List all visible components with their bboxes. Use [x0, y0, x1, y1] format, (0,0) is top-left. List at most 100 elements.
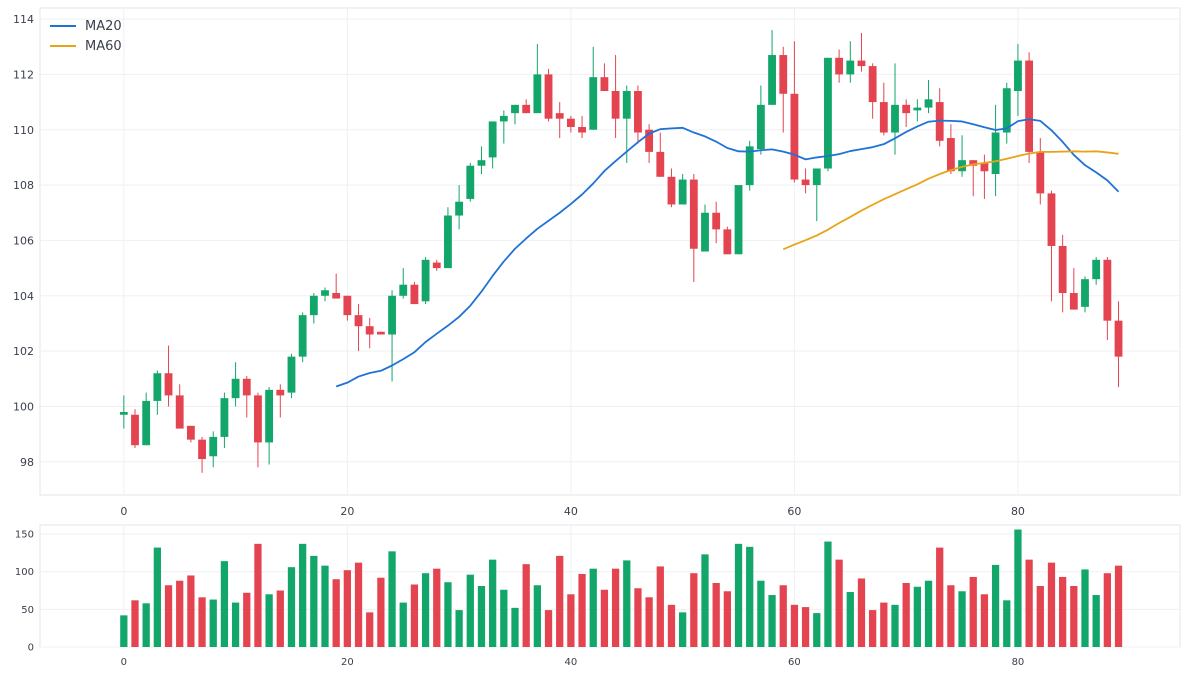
ma-line-ma60	[782, 150, 1119, 251]
volume-bar	[1070, 586, 1078, 647]
candle-body	[186, 425, 195, 440]
price-grid	[40, 8, 1180, 495]
volume-bar	[846, 592, 854, 647]
candle-body	[1036, 151, 1045, 194]
candle-body	[1081, 279, 1089, 307]
volume-bar	[701, 554, 709, 647]
candle-body	[689, 179, 698, 249]
candle-body	[701, 212, 709, 252]
candle-body	[667, 176, 676, 205]
volume-panel: 0 20 40 60 80 0 50 100 150	[15, 524, 1181, 668]
candle-body	[622, 91, 631, 119]
volume-bar	[366, 612, 374, 647]
candle-body	[309, 295, 318, 316]
price-panel: 0 20 40 60 80 98 100 102 104 106 108 110 112 114 MA2…	[13, 7, 1181, 518]
volume-bar	[544, 610, 553, 647]
candle-body	[779, 55, 788, 94]
candle-body	[1058, 245, 1067, 294]
candle-body	[913, 107, 922, 111]
volume-y-tick-label: 150	[15, 530, 34, 541]
volume-bar	[164, 585, 173, 647]
volume-bar	[902, 582, 910, 647]
volume-bar	[779, 585, 787, 647]
volume-bar	[533, 585, 541, 647]
candle-body	[421, 259, 430, 302]
price-y-tick-label: 102	[13, 345, 34, 358]
candle-body	[220, 398, 229, 437]
volume-bar	[857, 578, 866, 647]
candle-body	[868, 66, 877, 103]
candle-body	[924, 99, 933, 108]
candle-body	[946, 138, 955, 172]
candle-body	[343, 295, 352, 316]
candle-body	[600, 77, 609, 92]
candle-body	[1069, 293, 1078, 310]
volume-y-tick-label: 0	[28, 643, 34, 654]
price-y-tick-label: 108	[13, 179, 34, 192]
volume-y-tick-label: 100	[15, 567, 34, 578]
price-y-tick-label: 98	[20, 456, 34, 469]
price-x-tick-label: 80	[1011, 505, 1025, 518]
candle-body	[522, 104, 531, 114]
volume-bar	[142, 603, 150, 647]
volume-bar	[1025, 559, 1033, 647]
candle-body	[544, 74, 553, 119]
candle-body	[723, 229, 732, 255]
candle-body	[734, 185, 743, 255]
candle-body	[365, 326, 374, 335]
price-x-tick-label: 60	[787, 505, 801, 518]
volume-bar	[444, 582, 452, 647]
volume-bar	[477, 586, 486, 647]
volume-bar	[824, 541, 832, 647]
volume-x-tick-label: 80	[1012, 657, 1025, 668]
volume-bar	[645, 597, 653, 647]
volume-bar	[958, 591, 966, 647]
price-y-tick-label: 114	[13, 13, 34, 26]
candle-body	[242, 378, 251, 396]
legend-ma20-label: MA20	[85, 19, 122, 34]
price-x-tick-label: 0	[120, 505, 127, 518]
candle-body	[354, 315, 363, 327]
candle-body	[645, 129, 654, 152]
candle-body	[1025, 60, 1034, 152]
volume-bar	[522, 564, 530, 647]
candle-body	[231, 378, 240, 399]
volume-bar	[343, 570, 351, 647]
candle-body	[432, 262, 441, 269]
candle-body	[477, 160, 486, 166]
candle-body	[499, 115, 508, 122]
candle-body	[142, 400, 151, 446]
volume-bar	[768, 595, 776, 647]
legend: MA20 MA60	[50, 19, 122, 54]
candle-body	[756, 104, 765, 150]
volume-bar	[399, 602, 407, 647]
candle-body	[488, 121, 497, 158]
candle-body	[276, 389, 285, 396]
candle-body	[153, 373, 162, 401]
volume-bar	[969, 576, 977, 647]
volume-bar	[332, 579, 340, 647]
volume-bar	[600, 589, 609, 647]
candle-body	[332, 293, 341, 299]
volume-bar	[734, 543, 743, 647]
candle-body	[566, 118, 575, 127]
volume-bar	[891, 604, 899, 647]
volume-bar	[712, 582, 720, 647]
candle-body	[1114, 320, 1123, 357]
volume-bar	[623, 560, 631, 647]
candle-body	[399, 284, 408, 296]
candle-body	[969, 160, 978, 166]
volume-bar	[287, 567, 296, 647]
candle-body	[958, 160, 966, 172]
volume-bar	[723, 591, 731, 647]
candle-body	[857, 60, 866, 67]
volume-bar	[198, 597, 206, 647]
volume-bar	[354, 562, 363, 647]
volume-bar	[243, 592, 251, 647]
volume-bar	[1092, 595, 1100, 647]
volume-bar	[310, 555, 318, 647]
volume-y-ticks: 0 50 100 150	[15, 530, 34, 654]
ma-line-ma20	[335, 118, 1120, 388]
volume-bar	[455, 610, 463, 647]
